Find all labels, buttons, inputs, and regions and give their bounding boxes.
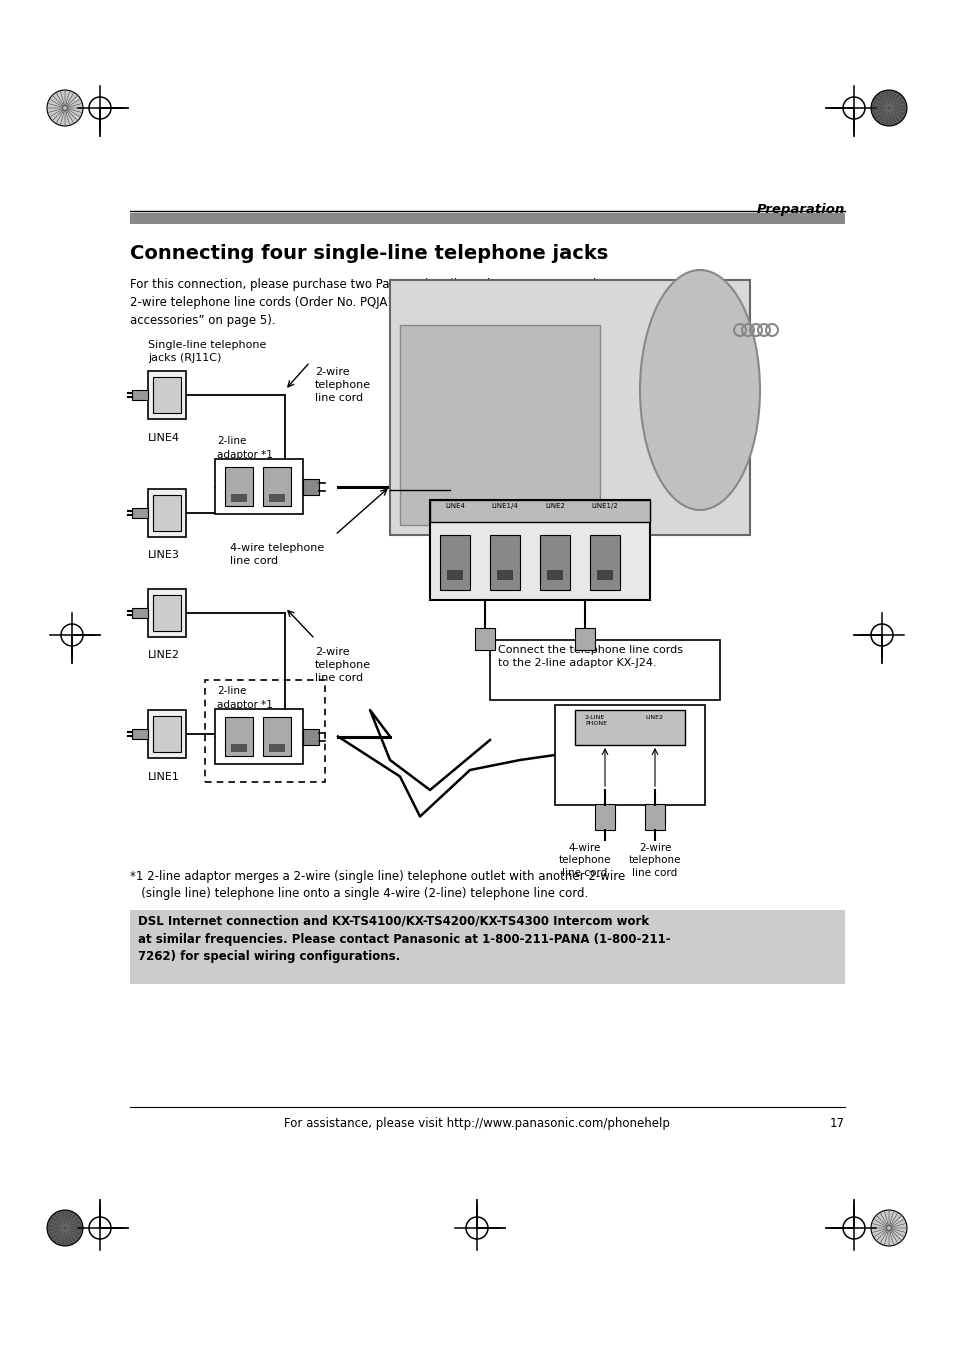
Bar xyxy=(132,508,148,517)
Text: LINE2: LINE2 xyxy=(148,650,180,661)
Bar xyxy=(205,680,325,782)
Bar xyxy=(132,608,148,617)
Text: LINE1/2: LINE1/2 xyxy=(591,503,618,509)
Bar xyxy=(148,711,186,758)
Circle shape xyxy=(870,91,906,126)
Text: LINE3: LINE3 xyxy=(148,550,180,561)
Bar xyxy=(546,570,562,580)
Bar xyxy=(214,459,303,513)
Bar xyxy=(399,326,599,526)
Bar xyxy=(132,730,148,739)
Bar xyxy=(430,500,649,600)
Bar xyxy=(539,535,569,590)
Bar xyxy=(225,717,253,757)
Bar xyxy=(497,570,513,580)
Text: Preparation: Preparation xyxy=(756,203,844,216)
Text: 2-wire
telephone
line cord: 2-wire telephone line cord xyxy=(628,843,680,878)
Text: 17: 17 xyxy=(829,1117,844,1129)
Bar xyxy=(555,705,704,805)
Bar xyxy=(225,467,253,507)
Bar xyxy=(303,478,318,494)
Bar xyxy=(575,628,595,650)
Bar xyxy=(490,535,519,590)
Bar xyxy=(231,494,247,503)
Bar xyxy=(263,717,291,757)
Text: DSL Internet connection and KX-TS4100/KX-TS4200/KX-TS4300 Intercom work
at simil: DSL Internet connection and KX-TS4100/KX… xyxy=(138,915,670,963)
Bar xyxy=(130,911,844,984)
Bar xyxy=(152,716,181,753)
Text: *1 2-line adaptor merges a 2-wire (single line) telephone outlet with another 2-: *1 2-line adaptor merges a 2-wire (singl… xyxy=(130,870,624,884)
Bar xyxy=(148,372,186,419)
Text: For assistance, please visit http://www.panasonic.com/phonehelp: For assistance, please visit http://www.… xyxy=(284,1117,669,1129)
Bar xyxy=(644,804,664,830)
Bar xyxy=(430,500,649,521)
Bar xyxy=(152,377,181,413)
Bar xyxy=(263,467,291,507)
Bar xyxy=(130,213,844,224)
Bar xyxy=(589,535,619,590)
Bar xyxy=(152,494,181,531)
Bar xyxy=(132,390,148,400)
Bar xyxy=(439,535,470,590)
Bar xyxy=(231,744,247,753)
Bar xyxy=(152,594,181,631)
Text: For this connection, please purchase two Panasonic 2-line adaptors KX-J24 and tw: For this connection, please purchase two… xyxy=(130,278,620,327)
Text: 2-wire
telephone
line cord: 2-wire telephone line cord xyxy=(314,647,371,684)
Text: Single-line telephone
jacks (RJ11C): Single-line telephone jacks (RJ11C) xyxy=(148,340,266,363)
Ellipse shape xyxy=(639,270,760,509)
Bar xyxy=(148,489,186,536)
Bar xyxy=(490,640,720,700)
Text: LINE2: LINE2 xyxy=(644,715,662,720)
Text: 2-line
adaptor *1
(KX-J24): 2-line adaptor *1 (KX-J24) xyxy=(216,686,273,723)
Text: 2-line
adaptor *1
(KX-J24): 2-line adaptor *1 (KX-J24) xyxy=(216,436,273,473)
Text: LINE2: LINE2 xyxy=(544,503,564,509)
Text: 2-LINE
PHONE: 2-LINE PHONE xyxy=(584,715,606,725)
Circle shape xyxy=(47,91,83,126)
Bar xyxy=(390,280,749,535)
Text: 2-wire
telephone
line cord: 2-wire telephone line cord xyxy=(314,367,371,404)
Text: Connecting four single-line telephone jacks: Connecting four single-line telephone ja… xyxy=(130,245,608,263)
Circle shape xyxy=(870,1210,906,1246)
Bar xyxy=(597,570,613,580)
Bar xyxy=(148,589,186,636)
Bar xyxy=(575,711,684,744)
Text: LINE1/4: LINE1/4 xyxy=(491,503,517,509)
Bar xyxy=(447,570,462,580)
Text: LINE4: LINE4 xyxy=(445,503,464,509)
Text: LINE1: LINE1 xyxy=(148,771,180,782)
Bar xyxy=(595,804,615,830)
Text: (single line) telephone line onto a single 4-wire (2-line) telephone line cord.: (single line) telephone line onto a sing… xyxy=(130,888,588,900)
Bar xyxy=(475,628,495,650)
Text: Connect the telephone line cords
to the 2-line adaptor KX-J24.: Connect the telephone line cords to the … xyxy=(497,644,682,669)
Text: LINE4: LINE4 xyxy=(148,434,180,443)
Bar xyxy=(269,744,285,753)
Circle shape xyxy=(47,1210,83,1246)
Bar xyxy=(269,494,285,503)
Bar xyxy=(303,728,318,744)
Text: 4-wire telephone
line cord: 4-wire telephone line cord xyxy=(230,543,324,566)
Text: 4-wire
telephone
line cord: 4-wire telephone line cord xyxy=(558,843,611,878)
Bar xyxy=(214,709,303,765)
